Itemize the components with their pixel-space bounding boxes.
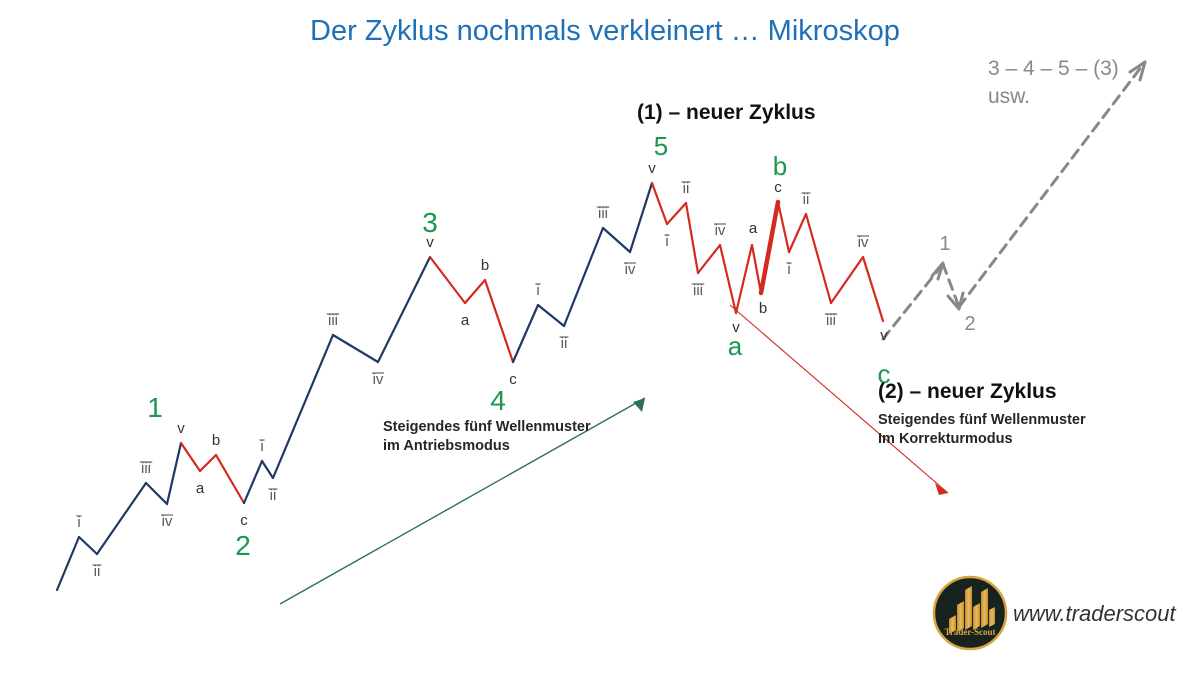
svg-text:usw.: usw.: [988, 85, 1030, 108]
svg-text:c: c: [774, 179, 782, 196]
svg-text:a: a: [749, 220, 758, 237]
svg-text:4: 4: [490, 385, 506, 416]
svg-text:2: 2: [235, 530, 251, 561]
svg-text:1: 1: [147, 392, 163, 423]
svg-text:v: v: [648, 160, 656, 177]
svg-text:a: a: [728, 331, 743, 361]
svg-text:c: c: [240, 512, 248, 529]
svg-text:1: 1: [939, 233, 950, 255]
svg-text:a: a: [196, 480, 205, 497]
svg-text:v: v: [177, 420, 185, 437]
svg-text:2: 2: [964, 313, 975, 335]
svg-text:v: v: [880, 327, 888, 344]
svg-text:c: c: [509, 371, 517, 388]
svg-text:b: b: [773, 151, 787, 181]
svg-text:Trader-Scout: Trader-Scout: [945, 627, 996, 637]
svg-text:b: b: [481, 257, 489, 274]
svg-text:a: a: [461, 312, 470, 329]
svg-text:3: 3: [422, 207, 438, 238]
svg-text:3 – 4 – 5 – (3): 3 – 4 – 5 – (3): [988, 57, 1119, 80]
svg-text:b: b: [212, 432, 220, 449]
svg-text:5: 5: [654, 131, 668, 161]
svg-text:b: b: [759, 300, 767, 317]
